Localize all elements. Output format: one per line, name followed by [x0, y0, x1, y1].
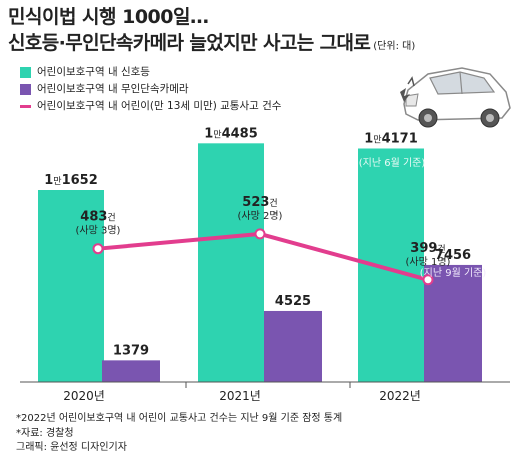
legend-swatch-accidents	[20, 105, 31, 108]
title-line-2: 신호등·무인단속카메라 늘었지만 사고는 그대로 (단위: 대)	[8, 28, 415, 55]
x-tick-label-2022년: 2022년	[379, 389, 421, 403]
death-label-2022년: (사망 1명)	[406, 256, 451, 268]
legend-label-traffic-lights: 어린이보호구역 내 신호등	[37, 66, 150, 78]
legend-label-accidents: 어린이보호구역 내 어린이(만 13세 미만) 교통사고 건수	[37, 100, 282, 112]
title-line-1: 민식이법 시행 1000일…	[8, 6, 209, 28]
bar-traffic-lights-2020년	[38, 190, 104, 382]
title-line-2-text: 신호등·무인단속카메라 늘었지만 사고는 그대로	[8, 32, 371, 54]
value-label-accidents-2022년: 399건	[410, 241, 445, 256]
death-label-2021년: (사망 2명)	[238, 210, 283, 222]
bar-traffic-lights-2021년	[198, 143, 264, 382]
unit-label: (단위: 대)	[373, 41, 416, 52]
bar-label-cameras-2020년: 1379	[113, 343, 149, 358]
point-accidents-2020년	[92, 243, 104, 255]
value-label-accidents-2020년: 483건	[80, 210, 115, 225]
bar-label-cameras-2022년: 7456	[435, 248, 471, 263]
point-accidents-2021년	[254, 228, 266, 240]
bar-cameras-2020년	[102, 360, 160, 382]
footnote-credit: 그래픽: 윤선정 디자인기자	[16, 442, 127, 453]
crashed-car-icon	[400, 67, 511, 128]
legend-item-accidents: 어린이보호구역 내 어린이(만 13세 미만) 교통사고 건수	[20, 98, 281, 115]
legend: 어린이보호구역 내 신호등 어린이보호구역 내 무인단속카메라 어린이보호구역 …	[20, 64, 281, 115]
bar-label-traffic-lights-2022년: 1만4171	[364, 131, 418, 146]
footnote-source: *자료: 경찰청	[16, 427, 74, 439]
annotation-september-basis: (지난 9월 기준)	[420, 267, 487, 279]
bar-label-cameras-2021년: 4525	[275, 294, 311, 309]
legend-swatch-traffic-lights	[20, 67, 31, 78]
footnotes: *2022년 어린이보호구역 내 어린이 교통사고 건수는 지난 9월 기준 잠…	[16, 412, 342, 456]
legend-item-traffic-lights: 어린이보호구역 내 신호등	[20, 64, 281, 81]
bar-label-traffic-lights-2021년: 1만4485	[204, 126, 258, 141]
legend-item-cameras: 어린이보호구역 내 무인단속카메라	[20, 81, 281, 98]
annotation-june-basis: (지난 6월 기준)	[359, 157, 426, 169]
value-label-accidents-2021년: 523건	[242, 195, 277, 210]
x-tick-label-2020년: 2020년	[63, 389, 105, 403]
footnote-stat: *2022년 어린이보호구역 내 어린이 교통사고 건수는 지난 9월 기준 잠…	[16, 413, 343, 424]
bar-label-traffic-lights-2020년: 1만1652	[44, 173, 98, 188]
bar-cameras-2022년	[424, 264, 482, 382]
death-label-2020년: (사망 3명)	[76, 225, 121, 237]
x-tick-label-2021년: 2021년	[219, 389, 261, 403]
point-accidents-2022년	[422, 274, 434, 286]
legend-label-cameras: 어린이보호구역 내 무인단속카메라	[37, 83, 189, 95]
legend-swatch-cameras	[20, 84, 31, 95]
bar-cameras-2021년	[264, 310, 322, 382]
